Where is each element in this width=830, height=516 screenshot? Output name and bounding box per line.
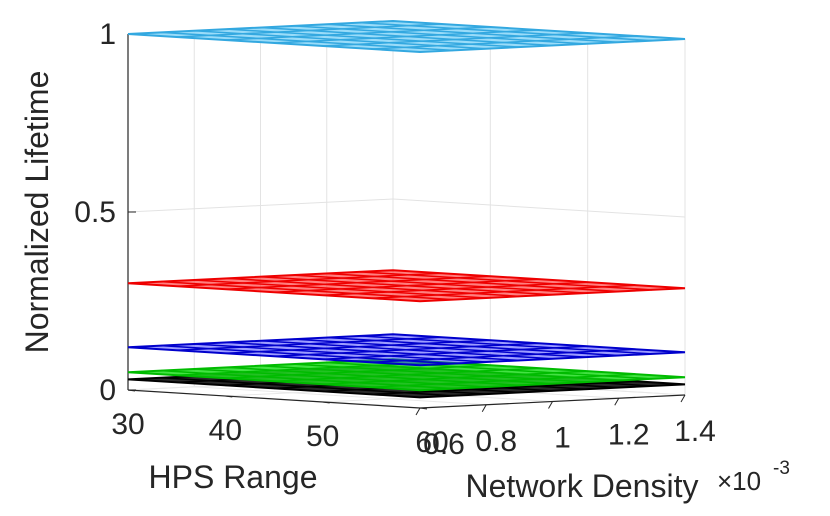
axes: 0 0.5 1 30 40 50 600.6 0.8 1 1.2 1.4 — [74, 18, 716, 461]
x-tick-label: 60 — [415, 426, 448, 459]
surface-mesh-line — [227, 341, 520, 362]
x-tick — [419, 407, 428, 410]
z-axis-title: Normalized Lifetime — [19, 71, 55, 354]
surface-mesh-line — [260, 340, 553, 360]
y-tick-label: 1.4 — [674, 415, 716, 448]
x-axis-line — [127, 389, 421, 409]
surface-3 — [127, 269, 686, 303]
surface-mesh-line — [359, 21, 652, 42]
y-tick-label: 1 — [554, 422, 571, 455]
grid-line — [127, 198, 394, 213]
surface-mesh-line — [194, 343, 487, 363]
surface-mesh-line — [260, 364, 553, 385]
surface-mesh-line — [161, 376, 454, 397]
surface-mesh-line — [227, 277, 520, 298]
surface-4 — [127, 19, 686, 54]
y-tick-label: 0.8 — [475, 425, 517, 458]
surface-mesh-line — [260, 275, 553, 296]
y-exponent-power: -3 — [773, 458, 790, 479]
x-tick-label: 50 — [306, 420, 339, 453]
y-tick — [680, 394, 686, 403]
surface-mesh-line — [293, 274, 586, 294]
y-tick-label: 0.6 — [423, 428, 465, 461]
surface-mesh-line — [326, 336, 619, 357]
y-tick — [481, 404, 487, 412]
grid-line — [194, 386, 487, 406]
surfaces — [127, 19, 686, 399]
surface-mesh-line — [227, 366, 520, 387]
surface-mesh-line — [293, 25, 586, 45]
surface-mesh-line — [293, 338, 586, 358]
y-tick — [415, 407, 421, 416]
surface-mesh-line — [326, 361, 619, 382]
x-tick — [127, 389, 136, 392]
z-tick-label: 0 — [99, 374, 116, 407]
surface-mesh-line — [326, 23, 619, 43]
x-tick-label: 30 — [111, 408, 144, 441]
y-exponent-label: ×10 — [717, 466, 761, 496]
z-tick-label: 0.5 — [74, 196, 116, 229]
x-tick — [225, 395, 233, 398]
surface-mesh-line — [161, 369, 454, 390]
surface-mesh-line — [194, 279, 487, 299]
surface-mesh-line — [359, 271, 652, 291]
x-tick — [322, 401, 330, 404]
grid-line — [392, 198, 686, 218]
surface-mesh-line — [194, 30, 487, 50]
z-tick-label: 1 — [99, 18, 116, 51]
surface-mesh-line — [260, 26, 553, 47]
y-tick-label: 1.2 — [608, 418, 650, 451]
surface-mesh-line — [161, 280, 454, 301]
x-tick-label: 40 — [209, 414, 242, 447]
surface-mesh-line — [227, 28, 520, 48]
surface-mesh-line — [194, 368, 487, 388]
y-tick — [548, 401, 553, 409]
surface-mesh-line — [161, 31, 454, 52]
surface-2 — [127, 333, 686, 367]
surface-mesh-line — [161, 344, 454, 365]
surface-mesh-line — [293, 363, 586, 383]
y-tick — [614, 398, 620, 406]
y-axis-title: Network Density — [466, 468, 699, 504]
surface-mesh-line — [326, 272, 619, 293]
surface-mesh-line — [359, 335, 652, 355]
x-axis-title: HPS Range — [149, 459, 318, 495]
